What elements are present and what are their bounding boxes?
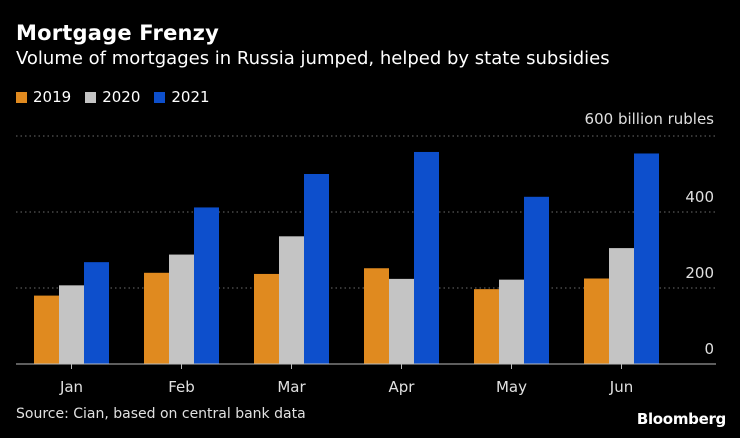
x-tick-label: Apr <box>389 378 416 396</box>
legend-label-2021: 2021 <box>171 88 210 106</box>
bar-2021-mar <box>304 174 329 364</box>
bar-2021-jan <box>84 262 109 364</box>
bar-2019-mar <box>254 273 279 364</box>
bar-2021-apr <box>414 151 439 364</box>
legend-label-2020: 2020 <box>102 88 141 106</box>
bar-2019-feb <box>144 272 169 364</box>
bar-2019-apr <box>364 268 389 364</box>
legend-label-2019: 2019 <box>33 88 72 106</box>
bar-2021-may <box>524 196 549 364</box>
source-note: Source: Cian, based on central bank data <box>16 406 306 422</box>
x-tick-label: Mar <box>277 378 306 396</box>
x-tick-label: Jun <box>609 378 633 396</box>
chart-title: Mortgage Frenzy <box>16 21 219 45</box>
bar-2019-jan <box>34 295 59 364</box>
bar-2019-jun <box>584 278 609 364</box>
bar-2020-mar <box>279 236 304 364</box>
bloomberg-logo: Bloomberg <box>636 410 726 428</box>
x-tick-label: May <box>496 378 527 396</box>
bar-2020-may <box>499 279 524 364</box>
x-tick-label: Jan <box>59 378 83 396</box>
chart-subtitle: Volume of mortgages in Russia jumped, he… <box>16 48 610 69</box>
y-axis-unit-label: 600 billion rubles <box>584 110 714 128</box>
bar-2020-jan <box>59 285 84 364</box>
bar-2020-jun <box>609 248 634 364</box>
y-tick-label: 400 <box>685 188 714 206</box>
bar-2020-apr <box>389 278 414 364</box>
bar-2021-feb <box>194 207 219 364</box>
y-tick-label: 0 <box>704 340 714 358</box>
legend-swatch-2020 <box>85 91 97 103</box>
legend-swatch-2019 <box>16 91 27 103</box>
legend-item-2019: 2019 <box>16 88 71 106</box>
y-tick-label: 200 <box>685 264 714 282</box>
legend-item-2020: 2020 <box>85 88 140 106</box>
bar-2020-feb <box>169 254 194 364</box>
x-tick-label: Feb <box>168 378 195 396</box>
bar-2021-jun <box>634 153 659 364</box>
legend: 2019 2020 2021 <box>16 88 224 106</box>
bar-2019-may <box>474 289 499 364</box>
legend-swatch-2021 <box>154 91 166 103</box>
legend-item-2021: 2021 <box>154 88 210 106</box>
